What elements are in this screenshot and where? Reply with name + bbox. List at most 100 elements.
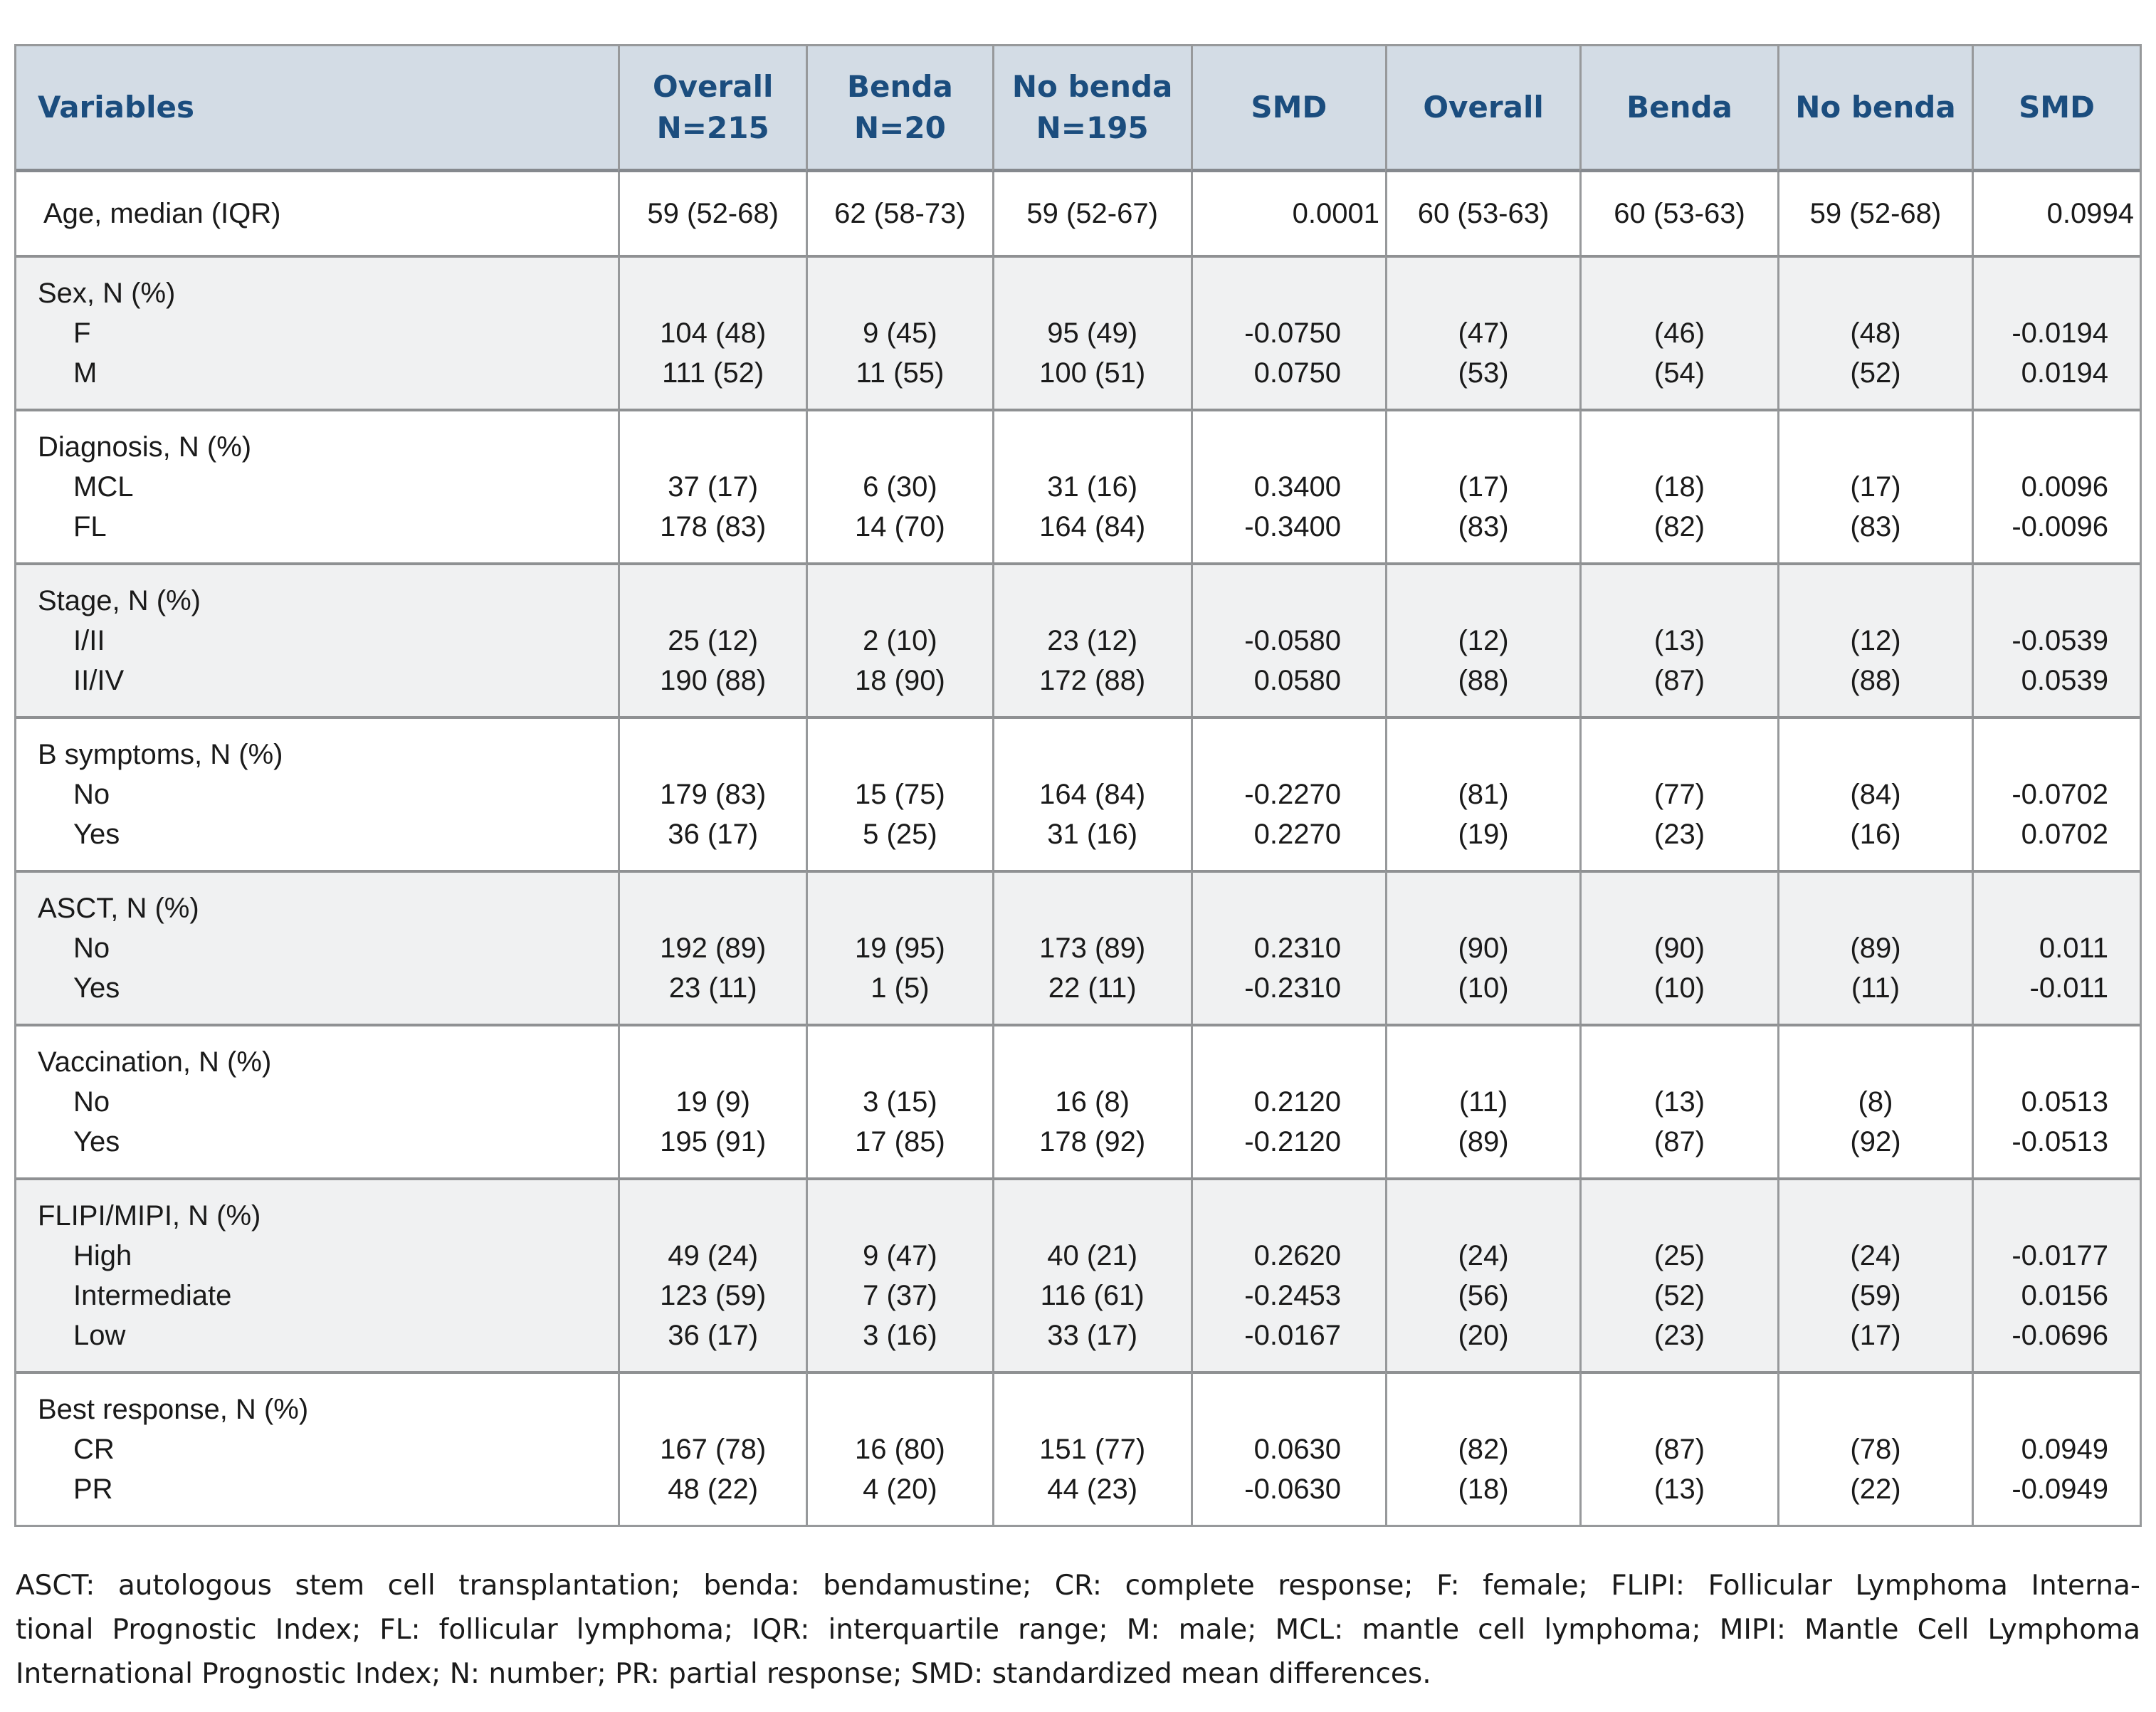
cell-value: -0.0702 [2012, 779, 2108, 810]
cell-value: -0.0750 [1244, 317, 1341, 349]
spacer-line [626, 735, 800, 774]
sex-col-9: -0.0194 0.0194 [1972, 255, 2140, 409]
cell-value: (90) [1458, 933, 1509, 964]
b-symptoms-col-5: -0.2270 0.2270 [1190, 716, 1385, 870]
best-response-col-9: 0.0949 -0.0949 [1972, 1371, 2140, 1525]
age-label-cell: Age, median (IQR) [16, 172, 619, 255]
b-symptoms-col-3: 15 (75) 5 (25) [806, 716, 992, 870]
sex-col-2: 104 (48) 111 (52) [618, 255, 806, 409]
variable-sublabel: MCL [73, 471, 134, 503]
b-symptoms-col-7: (77) (23) [1579, 716, 1777, 870]
cell-value: 100 (51) [1039, 357, 1146, 389]
stage-col-2: 25 (12) 190 (88) [618, 562, 806, 716]
cell-value: 0.0630 [1253, 1434, 1341, 1465]
variable-sublabel: CR [73, 1434, 115, 1465]
spacer-line [814, 581, 986, 621]
cell-value: 172 (88) [1039, 665, 1146, 696]
asct-col-7: (90) (10) [1579, 870, 1777, 1024]
spacer-line [1000, 1042, 1185, 1082]
cell-value: (87) [1653, 1434, 1705, 1465]
cell-value: 178 (92) [1039, 1126, 1146, 1157]
variable-sublabel: Yes [73, 972, 120, 1004]
spacer-line [1199, 1196, 1341, 1236]
cell-value: 0.0702 [2021, 819, 2108, 850]
sex-col-7: (46) (54) [1579, 255, 1777, 409]
cell-value: 0.0750 [1253, 357, 1341, 389]
cell-value: (23) [1653, 819, 1705, 850]
spacer-line [1199, 273, 1341, 313]
cell-value: 59 (52-67) [1026, 198, 1158, 229]
cell-value: 3 (15) [863, 1086, 937, 1118]
vaccination-label-cell: Vaccination, N (%) No Yes [16, 1024, 619, 1177]
row-best-response: Best response, N (%) CR PR 167 (78) 48 (22)… [16, 1371, 2140, 1525]
cell-value: 36 (17) [668, 1320, 759, 1351]
cell-value: (18) [1458, 1474, 1509, 1505]
age-col-9: 0.0994 [1972, 172, 2140, 255]
cell-value: (8) [1858, 1086, 1893, 1118]
best-response-col-6: (82) (18) [1384, 1371, 1580, 1525]
cell-value: (77) [1653, 779, 1705, 810]
cell-value: 9 (47) [863, 1240, 937, 1271]
spacer-line [1393, 1390, 1574, 1429]
spacer-line [1979, 273, 2108, 313]
cell-value: (87) [1653, 665, 1705, 696]
spacer-line [1785, 1196, 1966, 1236]
cell-value: 17 (85) [855, 1126, 945, 1157]
row-sex: Sex, N (%) F M 104 (48) 111 (52) 9 (45) 11 (… [16, 255, 2140, 409]
flipi-mipi-col-5: 0.2620 -0.2453 -0.0167 [1190, 1177, 1385, 1371]
cell-value: 25 (12) [668, 625, 759, 656]
cell-value: 16 (80) [855, 1434, 945, 1465]
column-header-7: No benda [1777, 46, 1972, 172]
best-response-col-2: 167 (78) 48 (22) [618, 1371, 806, 1525]
spacer-line [1000, 888, 1185, 928]
cell-value: 33 (17) [1047, 1320, 1138, 1351]
cell-value: (17) [1458, 471, 1509, 503]
spacer-line [1199, 1042, 1341, 1082]
spacer-line [626, 273, 800, 313]
row-flipi-mipi: FLIPI/MIPI, N (%) High Intermediate Low 49 … [16, 1177, 2140, 1371]
b-symptoms-col-2: 179 (83) 36 (17) [618, 716, 806, 870]
asct-label-cell: ASCT, N (%) No Yes [16, 870, 619, 1024]
cell-value: (12) [1458, 625, 1509, 656]
sex-col-6: (47) (53) [1384, 255, 1580, 409]
cell-value: 0.011 [2039, 933, 2108, 964]
variable-sublabel: Yes [73, 1126, 120, 1157]
cell-value: 0.0994 [2046, 198, 2134, 229]
column-header-6: Benda [1579, 46, 1777, 172]
column-header-3: No benda N=195 [992, 46, 1191, 172]
spacer-line [626, 888, 800, 928]
spacer-line [1393, 427, 1574, 467]
best-response-col-4: 151 (77) 44 (23) [992, 1371, 1191, 1525]
variable-label: Sex, N (%) [38, 278, 176, 309]
spacer-line [1979, 581, 2108, 621]
cell-value: 5 (25) [863, 819, 937, 850]
cell-value: 16 (8) [1055, 1086, 1130, 1118]
cell-value: 40 (21) [1047, 1240, 1138, 1271]
diagnosis-col-7: (18) (82) [1579, 409, 1777, 562]
spacer-line [1199, 1390, 1341, 1429]
asct-col-9: 0.011 -0.011 [1972, 870, 2140, 1024]
variable-label: Stage, N (%) [38, 585, 201, 616]
cell-value: 178 (83) [660, 511, 767, 542]
flipi-mipi-col-2: 49 (24) 123 (59) 36 (17) [618, 1177, 806, 1371]
vaccination-col-7: (13) (87) [1579, 1024, 1777, 1177]
cell-value: 60 (53-63) [1614, 198, 1745, 229]
variable-sublabel: PR [73, 1474, 113, 1505]
stage-col-3: 2 (10) 18 (90) [806, 562, 992, 716]
asct-col-6: (90) (10) [1384, 870, 1580, 1024]
cell-value: 190 (88) [660, 665, 767, 696]
spacer-line [1979, 735, 2108, 774]
spacer-line [1587, 1390, 1772, 1429]
variable-sublabel: II/IV [73, 665, 125, 696]
cell-value: 0.2120 [1253, 1086, 1341, 1118]
spacer-line [814, 1196, 986, 1236]
column-header-label: SMD [1251, 90, 1327, 125]
spacer-line [1785, 735, 1966, 774]
cell-value: -0.0949 [2012, 1474, 2108, 1505]
spacer-line [1979, 427, 2108, 467]
cell-value: (13) [1653, 625, 1705, 656]
b-symptoms-col-4: 164 (84) 31 (16) [992, 716, 1191, 870]
cell-value: -0.0696 [2012, 1320, 2108, 1351]
spacer-line [1000, 273, 1185, 313]
cell-value: (10) [1653, 972, 1705, 1004]
